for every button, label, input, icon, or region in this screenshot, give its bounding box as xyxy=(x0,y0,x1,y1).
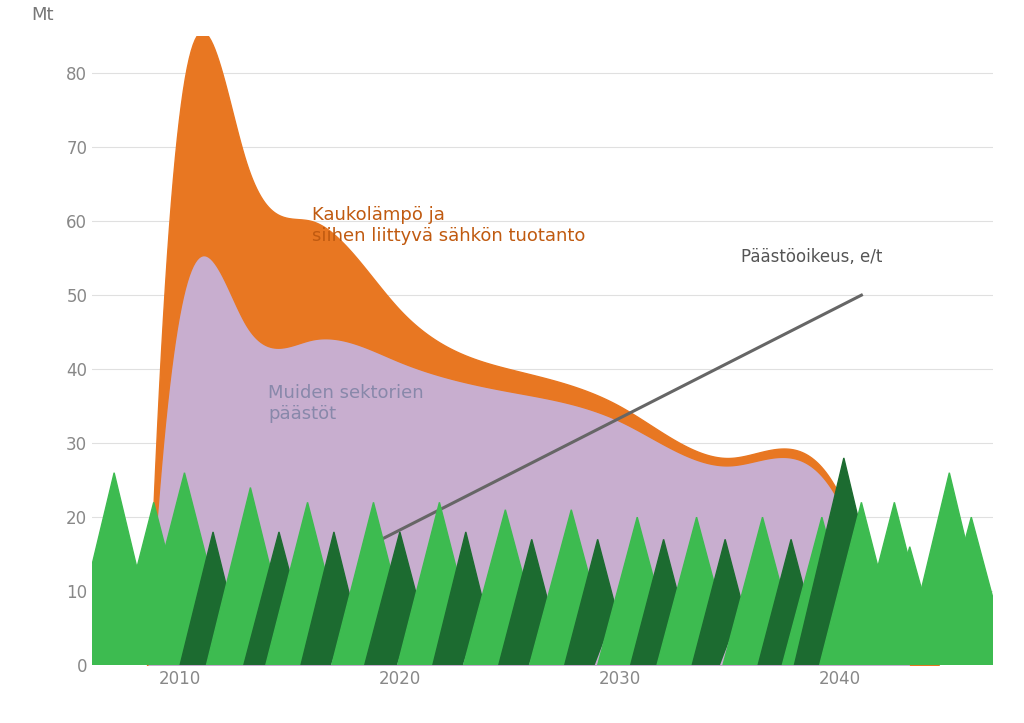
Polygon shape xyxy=(180,532,246,665)
Polygon shape xyxy=(788,613,824,665)
Text: Kaukolämpö ja
siihen liittyvä sähkön tuotanto: Kaukolämpö ja siihen liittyvä sähkön tuo… xyxy=(312,206,586,245)
Polygon shape xyxy=(529,510,613,665)
Polygon shape xyxy=(631,539,696,665)
Polygon shape xyxy=(529,613,569,665)
Polygon shape xyxy=(207,487,294,665)
Text: Muiden sektorien
päästöt: Muiden sektorien päästöt xyxy=(268,384,424,423)
Polygon shape xyxy=(598,517,677,665)
Polygon shape xyxy=(782,517,861,665)
Polygon shape xyxy=(795,458,893,665)
Polygon shape xyxy=(365,532,435,665)
Polygon shape xyxy=(692,539,758,665)
Polygon shape xyxy=(901,569,963,665)
Text: Päästöoikeus, e/t: Päästöoikeus, e/t xyxy=(740,247,882,265)
Polygon shape xyxy=(464,606,503,665)
Polygon shape xyxy=(68,473,161,665)
Polygon shape xyxy=(721,613,760,665)
Polygon shape xyxy=(723,517,802,665)
Polygon shape xyxy=(564,539,631,665)
Y-axis label: Mt: Mt xyxy=(32,6,54,24)
Polygon shape xyxy=(657,517,736,665)
Polygon shape xyxy=(112,502,196,665)
Polygon shape xyxy=(397,502,481,665)
Polygon shape xyxy=(861,599,897,665)
Polygon shape xyxy=(819,502,903,665)
Polygon shape xyxy=(397,606,437,665)
Polygon shape xyxy=(853,502,936,665)
Polygon shape xyxy=(932,517,1011,665)
Polygon shape xyxy=(499,539,564,665)
Polygon shape xyxy=(274,599,314,665)
Polygon shape xyxy=(758,539,824,665)
Polygon shape xyxy=(662,613,701,665)
Polygon shape xyxy=(903,473,995,665)
Polygon shape xyxy=(433,532,499,665)
Polygon shape xyxy=(266,502,349,665)
Polygon shape xyxy=(244,532,314,665)
Polygon shape xyxy=(332,502,416,665)
Polygon shape xyxy=(135,473,233,665)
Polygon shape xyxy=(332,606,372,665)
Polygon shape xyxy=(877,547,943,665)
Polygon shape xyxy=(464,510,547,665)
Polygon shape xyxy=(596,613,635,665)
Polygon shape xyxy=(301,532,367,665)
Polygon shape xyxy=(209,591,253,665)
